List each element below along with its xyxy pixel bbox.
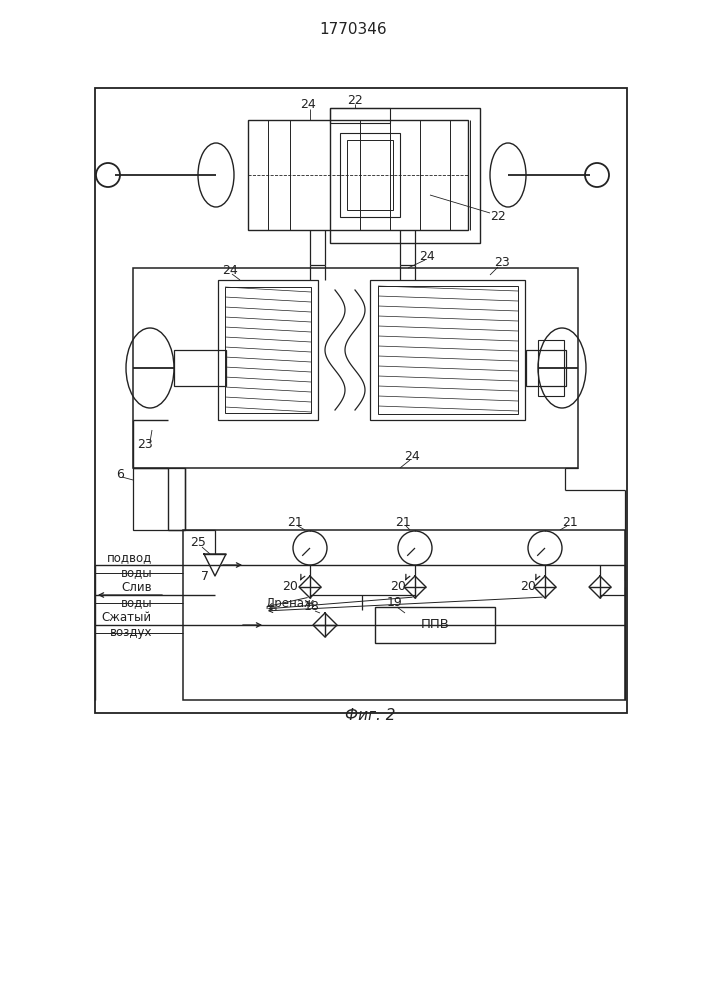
Bar bbox=[370, 280, 525, 420]
Bar bbox=[133, 468, 185, 530]
Text: 20: 20 bbox=[390, 580, 406, 593]
Text: 23: 23 bbox=[137, 438, 153, 452]
Text: 21: 21 bbox=[395, 516, 411, 528]
Bar bbox=[225, 287, 311, 413]
Text: 21: 21 bbox=[287, 516, 303, 528]
Text: 20: 20 bbox=[282, 580, 298, 593]
Text: Сжатый
воздух: Сжатый воздух bbox=[102, 611, 152, 639]
Text: подвод
воды: подвод воды bbox=[107, 551, 152, 579]
Bar bbox=[526, 350, 566, 386]
Bar bbox=[133, 268, 578, 468]
Text: ППВ: ППВ bbox=[421, 618, 450, 632]
Text: 24: 24 bbox=[222, 263, 238, 276]
Text: 25: 25 bbox=[190, 536, 206, 548]
Bar bbox=[174, 350, 226, 386]
Bar bbox=[340, 133, 400, 217]
Bar bbox=[330, 108, 390, 123]
Text: 6: 6 bbox=[116, 468, 124, 482]
Bar bbox=[95, 88, 627, 713]
Text: 24: 24 bbox=[419, 249, 435, 262]
Bar bbox=[248, 120, 468, 230]
Bar bbox=[378, 286, 518, 414]
Text: Дренаж: Дренаж bbox=[265, 596, 315, 609]
Text: 18: 18 bbox=[304, 600, 320, 613]
Text: 7: 7 bbox=[201, 570, 209, 584]
Text: 24: 24 bbox=[404, 450, 420, 462]
Bar bbox=[538, 340, 564, 396]
Bar bbox=[330, 108, 480, 243]
Text: 22: 22 bbox=[347, 94, 363, 106]
Bar bbox=[183, 530, 625, 700]
Text: 22: 22 bbox=[490, 210, 506, 223]
Bar bbox=[375, 607, 495, 643]
Text: 24: 24 bbox=[300, 99, 316, 111]
Text: Фиг. 2: Фиг. 2 bbox=[345, 708, 395, 722]
Bar bbox=[347, 140, 393, 210]
Text: 23: 23 bbox=[494, 255, 510, 268]
Text: Слив
воды: Слив воды bbox=[120, 581, 152, 609]
Text: 1770346: 1770346 bbox=[319, 22, 387, 37]
Bar bbox=[218, 280, 318, 420]
Text: 21: 21 bbox=[562, 516, 578, 528]
Text: 19: 19 bbox=[387, 596, 403, 609]
Text: 20: 20 bbox=[520, 580, 536, 593]
